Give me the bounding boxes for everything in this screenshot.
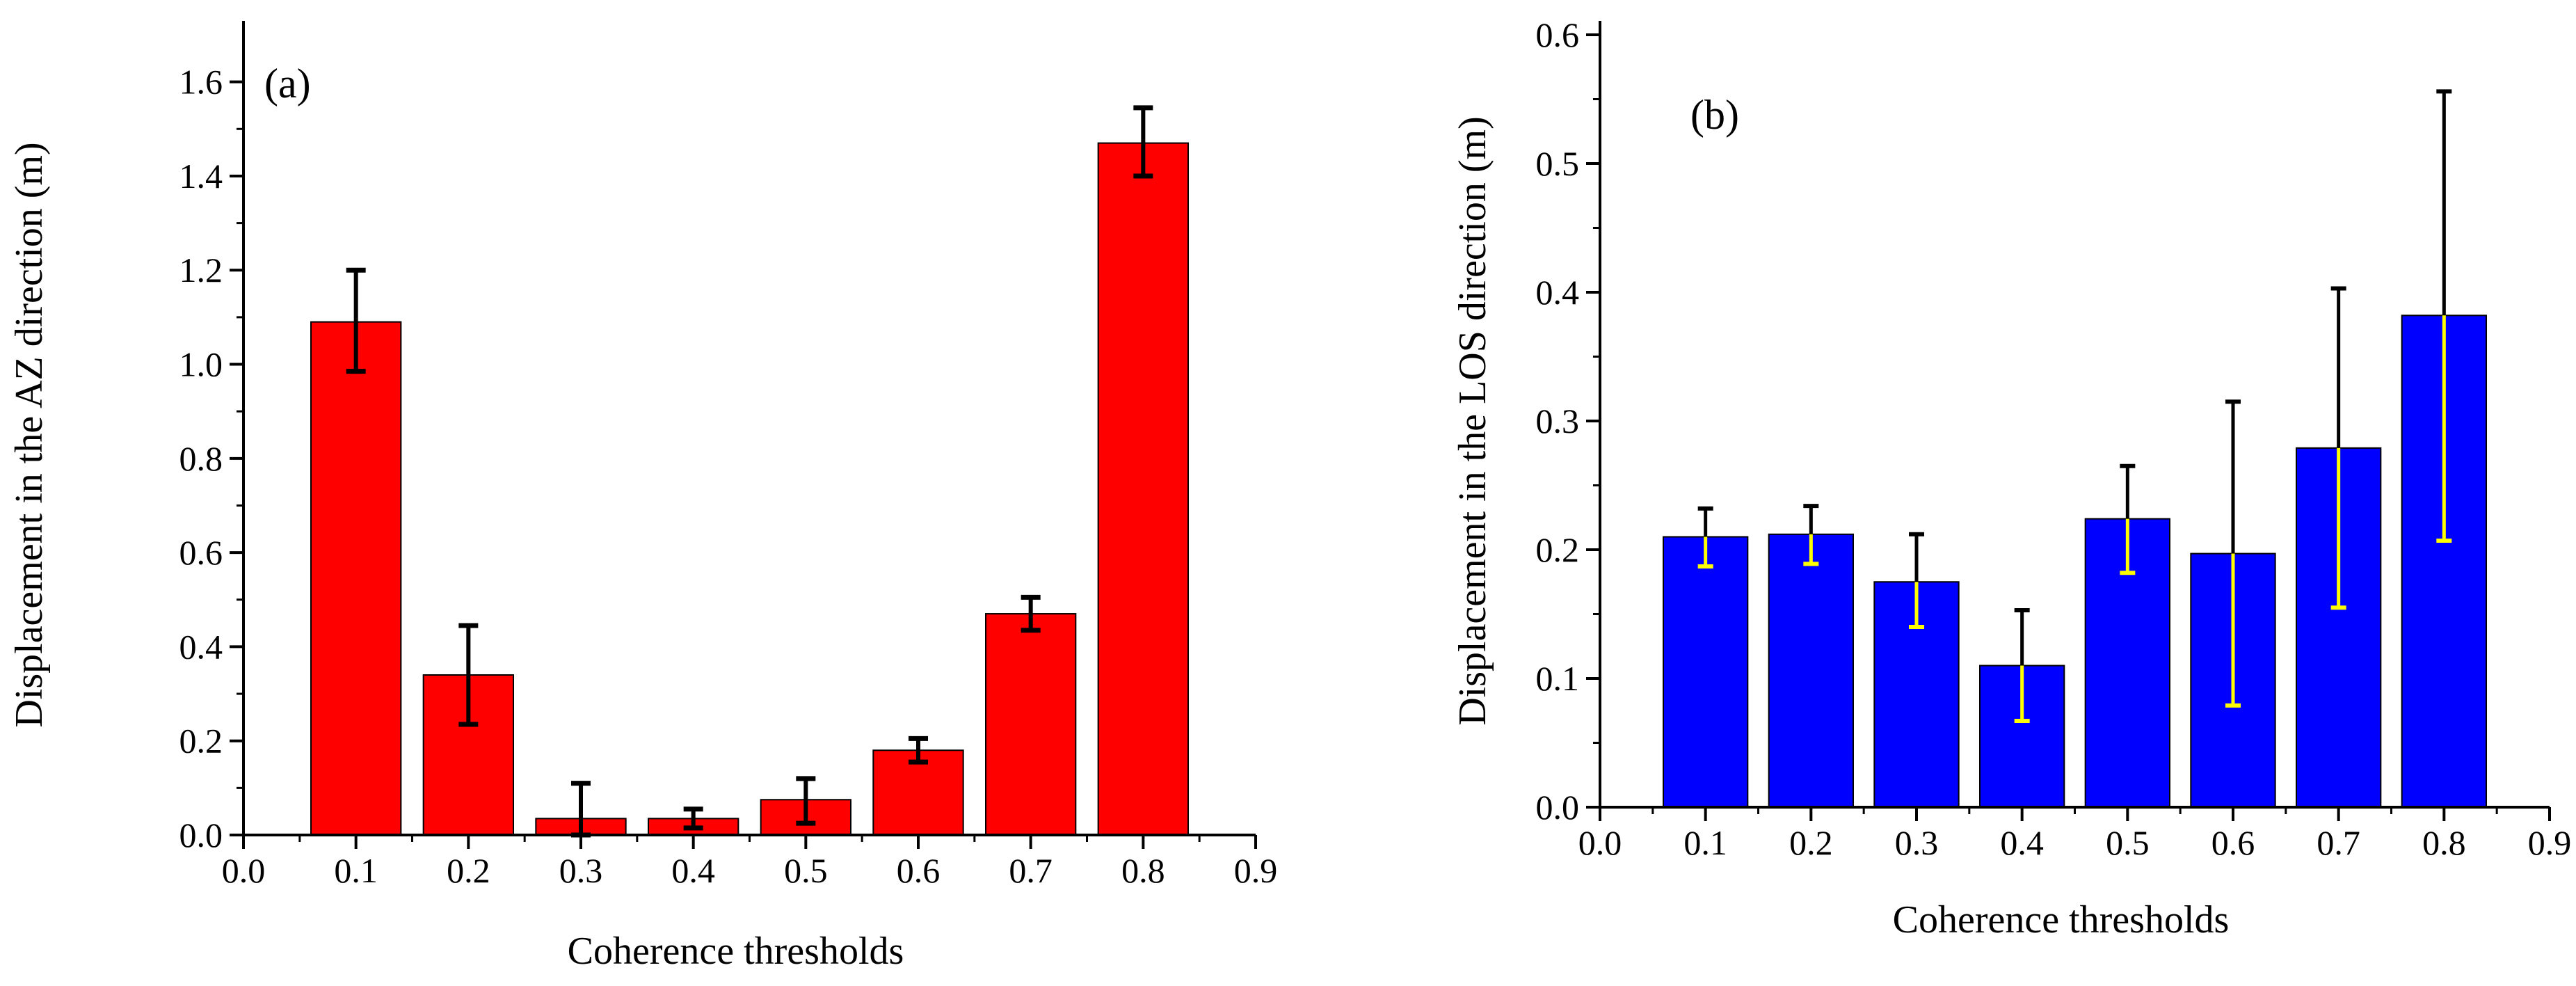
error-bar-5 [796,776,816,826]
x-tick-label: 0.0 [1578,823,1622,862]
y-tick-label: 0.6 [179,533,223,572]
y-tick-label: 0.0 [1536,788,1580,827]
bar-1 [1663,536,1749,808]
y-tick-label: 0.8 [179,439,223,478]
bar-2 [1768,533,1855,808]
x-tick-label: 0.3 [1895,823,1939,862]
error-bar-4 [2014,607,2030,724]
y-tick-label: 1.2 [179,251,223,289]
bar-1 [310,321,402,836]
error-bar-2 [458,623,479,727]
y-tick-label: 1.0 [179,345,223,384]
y-tick-label: 0.6 [1536,15,1580,54]
x-tick-label: 0.5 [784,851,828,890]
y-tick-label: 0.3 [1536,401,1580,440]
error-bar-1 [1697,506,1713,569]
y-tick-label: 0.2 [179,722,223,761]
y-tick-label: 0.1 [1536,659,1580,698]
y-tick-label: 0.5 [1536,144,1580,183]
x-tick-label: 0.8 [1121,851,1165,890]
y-tick-label: 0.2 [1536,530,1580,569]
y-tick-label: 0.4 [1536,273,1580,312]
bar-7 [985,613,1077,836]
error-bar-5 [2120,463,2136,575]
error-bar-6 [909,735,928,765]
x-tick-label: 0.7 [1009,851,1053,890]
x-tick-label: 0.1 [334,851,378,890]
error-bar-8 [2436,89,2452,543]
panel-label: (a) [264,61,311,106]
y-tick-label: 0.4 [179,627,223,666]
x-tick-label: 0.2 [447,851,490,890]
x-tick-label: 0.6 [2211,823,2255,862]
panel-b: 0.0 0.1 0.2 0.3 0.4 0.5 0.6 0.7 0.8 0.9 0.0 0.1 0.2 0… [1451,15,2571,941]
x-tick-label: 0.1 [1683,823,1727,862]
x-tick-label: 0.4 [671,851,715,890]
x-tick-label: 0.9 [2528,823,2572,862]
x-tick-label: 0.0 [222,851,266,890]
x-tick-label: 0.3 [559,851,603,890]
error-bar-1 [346,267,366,374]
y-tick-label: 1.6 [179,63,223,102]
x-tick-label: 0.2 [1789,823,1833,862]
x-axis-title: Coherence thresholds [1893,898,2230,941]
y-tick-label: 0.0 [179,816,223,854]
x-axis-title: Coherence thresholds [568,930,904,973]
x-tick-label: 0.4 [2000,823,2044,862]
x-tick-label: 0.9 [1234,851,1278,890]
error-bar-3 [1909,532,1924,629]
y-tick-label: 1.4 [179,157,223,196]
error-bar-7 [1021,594,1041,633]
error-bar-6 [2225,399,2241,708]
y-axis-title: Displacement in the LOS direction (m) [1451,116,1494,726]
x-tick-label: 0.7 [2317,823,2360,862]
y-axis-title: Displacement in the AZ direction (m) [8,142,51,727]
bar-8 [1097,142,1189,836]
x-tick-label: 0.5 [2106,823,2150,862]
panel-label: (b) [1690,92,1739,138]
error-bar-8 [1133,105,1153,179]
panel-a: 0.0 0.1 0.2 0.3 0.4 0.5 0.6 0.7 0.8 0.9 0.0 0.2 0.4 0… [8,21,1277,973]
error-bar-2 [1803,504,1819,566]
error-bar-7 [2330,286,2346,610]
error-bar-4 [683,806,703,831]
x-tick-label: 0.8 [2422,823,2466,862]
x-tick-label: 0.6 [897,851,941,890]
